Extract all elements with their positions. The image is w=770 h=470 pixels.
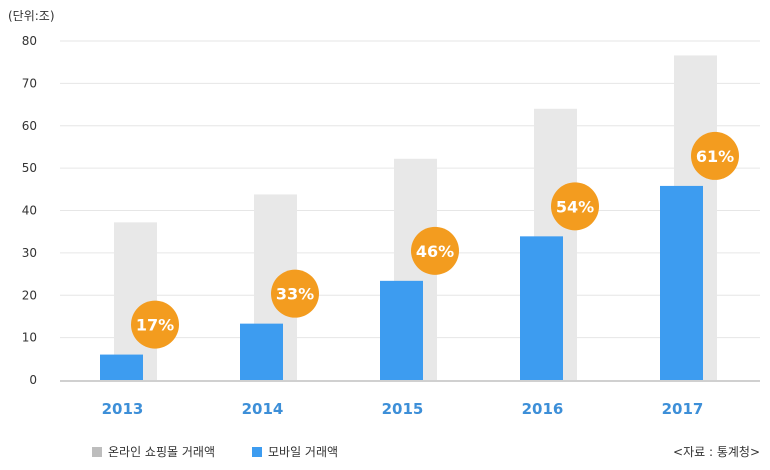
legend-mobile: 모바일 거래액 xyxy=(252,443,338,460)
x-tick-label: 2016 xyxy=(522,400,564,418)
share-badge xyxy=(691,131,739,180)
legend-swatch-online xyxy=(92,446,102,457)
share-badge xyxy=(271,269,319,318)
y-tick-label: 30 xyxy=(22,246,37,260)
share-label: 61% xyxy=(696,147,734,166)
bar-mobile xyxy=(100,354,143,380)
y-tick-label: 70 xyxy=(22,76,37,90)
share-badge xyxy=(551,182,599,231)
y-tick-label: 80 xyxy=(22,34,37,48)
y-tick-label: 10 xyxy=(22,331,37,345)
x-tick-label: 2015 xyxy=(382,400,424,418)
share-badge xyxy=(131,300,179,349)
y-tick-label: 0 xyxy=(29,373,37,387)
unit-label: (단위:조) xyxy=(8,9,55,23)
share-badge xyxy=(411,226,459,275)
share-label: 33% xyxy=(276,285,314,304)
y-tick-label: 50 xyxy=(22,161,37,175)
bar-mobile xyxy=(520,236,563,380)
y-tick-label: 60 xyxy=(22,119,37,133)
legend-swatch-mobile xyxy=(252,446,262,457)
legend-label-mobile: 모바일 거래액 xyxy=(268,445,339,459)
bar-mobile xyxy=(660,185,703,380)
share-label: 46% xyxy=(416,242,454,261)
legend-online: 온라인 쇼핑몰 거래액 xyxy=(92,443,215,460)
bar-mobile xyxy=(380,280,423,380)
x-tick-label: 2017 xyxy=(662,400,704,418)
x-tick-label: 2014 xyxy=(242,400,284,418)
bar-mobile xyxy=(240,323,283,380)
y-tick-label: 40 xyxy=(22,204,37,218)
x-tick-label: 2013 xyxy=(102,400,144,418)
source-note: <자료 : 통계청> xyxy=(673,445,760,459)
legend-label-online: 온라인 쇼핑몰 거래액 xyxy=(108,445,215,459)
share-label: 17% xyxy=(136,316,174,335)
y-tick-label: 20 xyxy=(22,288,37,302)
share-label: 54% xyxy=(556,197,594,216)
